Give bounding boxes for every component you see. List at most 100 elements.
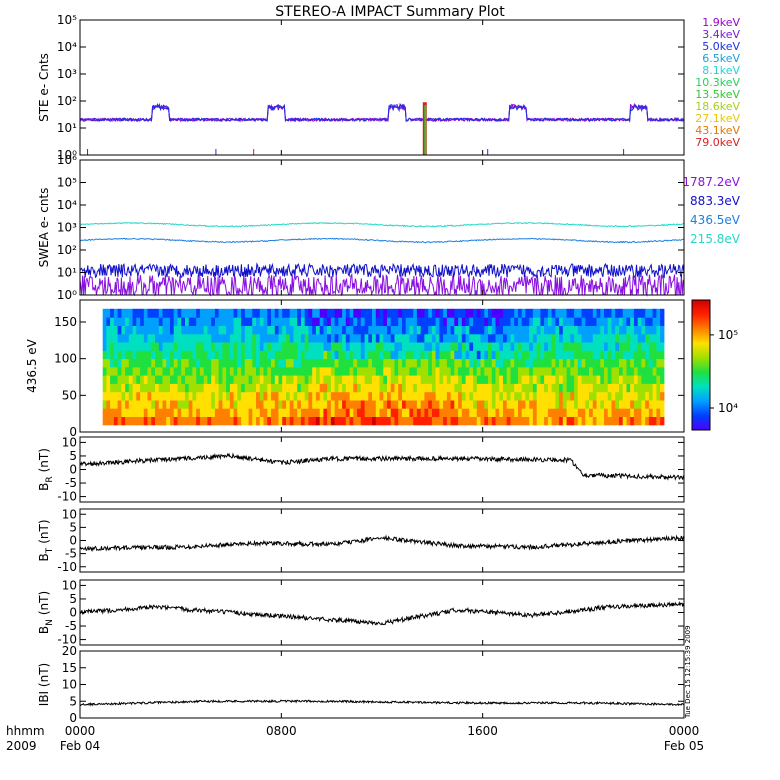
y-tick-label: 10⁵ — [57, 176, 77, 190]
y-tick-label: 10⁵ — [57, 13, 77, 27]
swea-series-line — [79, 262, 685, 279]
x-date-label: Feb 04 — [60, 739, 100, 753]
y-tick-label: 0 — [69, 425, 77, 439]
plot-title: STEREO-A IMPACT Summary Plot — [275, 4, 505, 20]
y-axis-label-sub: T — [45, 547, 55, 554]
colorbar-tick-label: 10⁵ — [718, 328, 738, 342]
y-axis-label: 436.5 eV — [25, 338, 39, 393]
y-axis-label-unit: (nT) — [37, 448, 51, 472]
swea-legend-entry: 1787.2eV — [682, 175, 740, 189]
colorbar — [692, 300, 710, 430]
y-axis-label: STE e- Cnts — [37, 53, 51, 122]
colorbar-frame — [691, 299, 711, 431]
panel-frame — [79, 299, 685, 433]
panel-frame — [79, 579, 685, 646]
y-tick-label: 10⁰ — [57, 148, 77, 162]
y-tick-label: 10⁰ — [57, 288, 77, 302]
y-tick-label: 15 — [62, 661, 77, 675]
x-date-label: Feb 05 — [664, 739, 704, 753]
x-tick-label: 1600 — [467, 724, 498, 738]
y-tick-label: 0 — [69, 711, 77, 725]
ste-series-line — [79, 102, 685, 123]
y-tick-label: -10 — [57, 560, 77, 574]
x-row-label-hhmm: hhmm — [6, 724, 45, 738]
y-tick-label: 10 — [62, 578, 77, 592]
swea-panel — [79, 222, 685, 297]
y-axis-label: IBI (nT) — [37, 663, 51, 706]
ste-legend-entry: 18.6keV — [695, 100, 740, 113]
ste-legend-entry: 3.4keV — [702, 28, 740, 41]
ste-legend-entry: 6.5keV — [702, 52, 740, 65]
ste-legend-entry: 1.9keV — [702, 16, 740, 29]
y-tick-label: -10 — [57, 490, 77, 504]
y-tick-label: 10³ — [57, 221, 77, 235]
y-axis-label-main: B — [37, 626, 51, 634]
y-tick-label: 50 — [62, 388, 77, 402]
swea-legend-entry: 883.3eV — [690, 194, 741, 208]
y-tick-label: -5 — [65, 619, 77, 633]
y-tick-label: 10⁴ — [57, 40, 77, 54]
y-tick-label: 10 — [62, 507, 77, 521]
y-axis-label: BT (nT) — [37, 519, 55, 561]
y-tick-label: 10² — [57, 243, 77, 257]
y-tick-label: 10² — [57, 94, 77, 108]
y-axis-label-sub: N — [45, 619, 55, 626]
x-tick-label: 0000 — [65, 724, 96, 738]
y-tick-label: 10¹ — [57, 121, 77, 135]
pitch-angle-heatmap — [102, 299, 714, 431]
y-tick-label: 0 — [69, 534, 77, 548]
swea-series-line — [79, 237, 685, 244]
y-tick-label: 10 — [62, 435, 77, 449]
swea-legend-entry: 436.5eV — [690, 213, 741, 227]
panel5-trace — [80, 600, 685, 626]
swea-series-line — [79, 272, 685, 297]
y-tick-label: 10 — [62, 678, 77, 692]
panel-frame — [79, 508, 685, 573]
y-tick-label: 5 — [69, 694, 77, 708]
panel3-trace — [79, 452, 685, 481]
ste-legend-entry: 8.1keV — [702, 64, 740, 77]
y-tick-label: 20 — [62, 644, 77, 658]
y-tick-label: 10⁴ — [57, 198, 77, 212]
y-axis-label-unit: (nT) — [37, 591, 51, 615]
x-tick-label: 0000 — [669, 724, 700, 738]
swea-series-line — [79, 222, 684, 228]
y-tick-label: 5 — [69, 449, 77, 463]
y-axis-label-sub: R — [45, 476, 55, 482]
x-row-label-year: 2009 — [6, 739, 37, 753]
panel4-trace — [79, 534, 685, 553]
ste-legend-entry: 43.1keV — [695, 124, 740, 137]
ste-panel — [79, 102, 685, 155]
ste-spike-green — [424, 105, 427, 155]
y-tick-label: 5 — [69, 592, 77, 606]
ste-legend-entry: 10.3keV — [695, 76, 740, 89]
panel-frame — [79, 19, 685, 156]
ste-legend-entry: 13.5keV — [695, 88, 740, 101]
y-tick-label: -5 — [65, 547, 77, 561]
y-tick-label: 0 — [69, 606, 77, 620]
y-tick-label: 150 — [54, 315, 77, 329]
colorbar-tick-label: 10⁴ — [718, 401, 738, 415]
y-tick-label: 10¹ — [57, 266, 77, 280]
y-axis-label-unit: (nT) — [37, 519, 51, 543]
y-tick-label: 10³ — [57, 67, 77, 81]
ste-legend-entry: 27.1keV — [695, 112, 740, 125]
y-tick-label: 0 — [69, 463, 77, 477]
panel-frame — [79, 436, 685, 503]
y-tick-label: 100 — [54, 352, 77, 366]
x-tick-label: 0800 — [266, 724, 297, 738]
ste-legend-entry: 79.0keV — [695, 136, 740, 149]
y-axis-label: BR (nT) — [37, 448, 55, 491]
swea-legend-entry: 215.8eV — [690, 232, 741, 246]
ste-legend-entry: 5.0keV — [702, 40, 740, 53]
y-axis-label: BN (nT) — [37, 591, 55, 634]
timestamp: Tue Dec 15 12:15:39 2009 — [684, 625, 692, 719]
y-tick-label: 10⁶ — [57, 153, 77, 167]
y-axis-label-main: B — [37, 483, 51, 491]
y-axis-label-main: B — [37, 553, 51, 561]
panel-frame — [79, 650, 685, 719]
y-axis-label: SWEA e- cnts — [37, 188, 51, 268]
y-tick-label: -5 — [65, 476, 77, 490]
y-tick-label: 5 — [69, 520, 77, 534]
